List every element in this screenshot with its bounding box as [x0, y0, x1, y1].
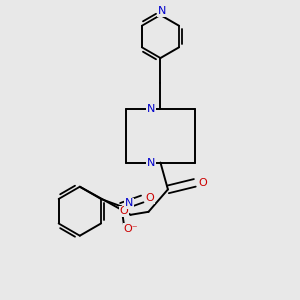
Text: O: O — [145, 194, 154, 203]
Text: N: N — [147, 158, 155, 167]
Text: O: O — [198, 178, 207, 188]
Text: N: N — [125, 199, 133, 208]
Text: N: N — [147, 104, 155, 114]
Text: O⁻: O⁻ — [124, 224, 138, 234]
Text: O: O — [120, 206, 128, 216]
Text: N: N — [158, 6, 166, 16]
